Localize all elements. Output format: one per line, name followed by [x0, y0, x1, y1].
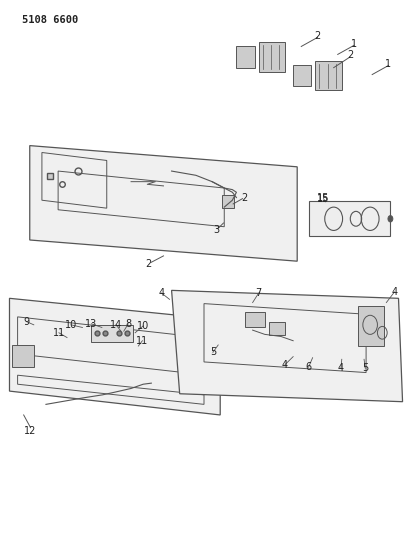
Text: 5108 6600: 5108 6600 — [22, 14, 78, 25]
Bar — [236, 46, 255, 68]
Text: 8: 8 — [125, 319, 131, 329]
Polygon shape — [30, 146, 297, 261]
Bar — [315, 61, 342, 90]
Text: 1: 1 — [351, 39, 357, 49]
Bar — [309, 201, 390, 236]
Text: 1: 1 — [385, 59, 391, 69]
Text: 13: 13 — [85, 319, 98, 329]
Circle shape — [388, 216, 393, 222]
Bar — [222, 195, 234, 208]
Text: 4: 4 — [338, 364, 344, 373]
Bar — [293, 65, 311, 86]
Text: 5: 5 — [362, 364, 368, 373]
Text: 11: 11 — [136, 336, 149, 346]
Polygon shape — [172, 290, 403, 402]
Text: 4: 4 — [282, 360, 288, 369]
Text: 9: 9 — [23, 317, 29, 327]
Text: 15: 15 — [317, 192, 330, 203]
Text: 2: 2 — [347, 51, 353, 60]
Text: 2: 2 — [242, 192, 248, 203]
Text: 4: 4 — [158, 288, 164, 298]
Text: 2: 2 — [314, 31, 321, 41]
Text: 11: 11 — [53, 328, 65, 338]
Bar — [259, 43, 285, 71]
Text: 5: 5 — [210, 348, 216, 358]
Bar — [91, 325, 133, 342]
Text: 3: 3 — [213, 225, 219, 236]
Bar — [269, 322, 285, 335]
Bar — [11, 345, 34, 367]
Text: 2: 2 — [145, 260, 152, 269]
Bar — [244, 312, 265, 327]
Text: 14: 14 — [110, 320, 122, 330]
Text: 10: 10 — [65, 320, 77, 330]
Text: 15: 15 — [317, 193, 330, 204]
Text: 12: 12 — [24, 426, 37, 436]
Text: 7: 7 — [255, 288, 262, 298]
Text: 10: 10 — [137, 321, 149, 331]
Text: 4: 4 — [391, 287, 397, 297]
Polygon shape — [9, 298, 220, 415]
Bar — [358, 306, 384, 346]
Text: 6: 6 — [306, 362, 312, 372]
